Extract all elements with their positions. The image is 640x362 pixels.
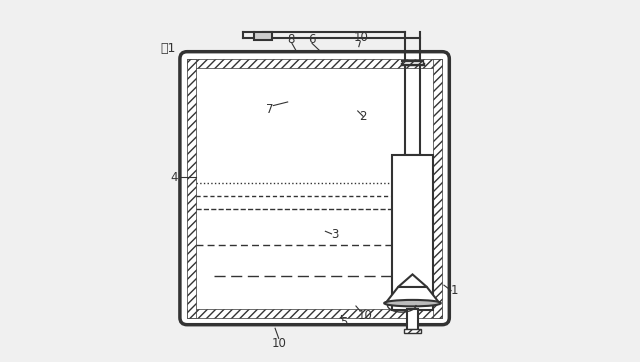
Polygon shape <box>385 287 440 303</box>
Text: 10: 10 <box>354 31 369 44</box>
Text: 1: 1 <box>451 284 458 297</box>
FancyBboxPatch shape <box>433 59 442 317</box>
Text: 8: 8 <box>287 33 295 46</box>
Text: 10: 10 <box>271 337 286 350</box>
FancyBboxPatch shape <box>407 308 418 330</box>
FancyBboxPatch shape <box>187 59 196 317</box>
FancyBboxPatch shape <box>180 52 449 325</box>
Ellipse shape <box>384 300 441 306</box>
Text: 3: 3 <box>331 228 338 241</box>
Text: 10: 10 <box>358 309 372 322</box>
Text: 5: 5 <box>340 316 347 329</box>
FancyBboxPatch shape <box>253 32 271 40</box>
Text: 図1: 図1 <box>160 42 175 55</box>
FancyBboxPatch shape <box>187 59 442 68</box>
FancyBboxPatch shape <box>187 308 442 317</box>
Text: 2: 2 <box>359 110 367 123</box>
Text: 6: 6 <box>308 33 316 46</box>
FancyBboxPatch shape <box>403 329 422 333</box>
FancyBboxPatch shape <box>392 155 433 310</box>
Polygon shape <box>398 274 427 287</box>
Text: 4: 4 <box>171 171 179 184</box>
Text: 7: 7 <box>266 103 273 115</box>
FancyBboxPatch shape <box>402 61 423 64</box>
